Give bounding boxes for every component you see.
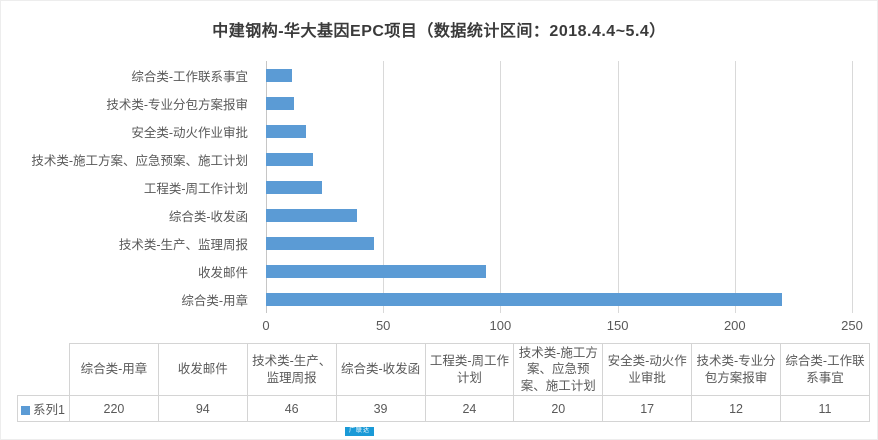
table-header-cell: 工程类-周工作计划	[424, 343, 515, 396]
table-header-cell: 技术类-生产、监理周报	[246, 343, 337, 396]
watermark-text: 广联达	[349, 428, 371, 434]
gridline	[734, 61, 736, 313]
bar-row	[266, 89, 852, 117]
watermark-badge: 广联达	[345, 427, 375, 436]
x-tick-label: 200	[723, 318, 746, 333]
table-value-cell: 11	[780, 395, 870, 422]
x-tick-label: 150	[606, 318, 629, 333]
chart-bar	[266, 236, 374, 250]
table-header-cell: 技术类-专业分包方案报审	[691, 343, 781, 396]
category-label: 综合类-用章	[181, 293, 248, 308]
bar-row	[266, 201, 852, 229]
chart-bar	[266, 68, 292, 82]
category-label: 技术类-专业分包方案报审	[106, 97, 248, 112]
table-header-cell: 技术类-施工方案、应急预案、施工计划	[513, 343, 604, 396]
gridline	[617, 61, 619, 313]
bar-row	[266, 145, 852, 173]
series-name: 系列1	[33, 403, 65, 417]
table-corner-cell	[18, 344, 70, 396]
table-data-row: 系列1 220 94 46 39 24 20 17 12 11	[17, 395, 870, 422]
table-header-cell: 综合类-收发函	[335, 343, 426, 396]
value-axis: 0 50 100 150 200 250	[262, 318, 862, 336]
x-tick-label: 0	[262, 318, 270, 333]
table-value-cell: 20	[513, 395, 604, 422]
table-header-cell: 综合类-工作联系事宜	[780, 343, 870, 396]
table-value-cell: 94	[157, 395, 248, 422]
chart-bar	[266, 292, 782, 306]
legend-cell: 系列1	[17, 395, 70, 422]
x-tick-label: 250	[841, 318, 863, 333]
chart-bar	[266, 264, 487, 278]
chart-bar	[266, 152, 313, 166]
table-value-cell: 46	[246, 395, 337, 422]
bar-row	[266, 173, 852, 201]
table-value-cell: 24	[424, 395, 515, 422]
category-label: 综合类-收发函	[168, 209, 248, 224]
bar-row	[266, 285, 852, 313]
table-header-row: 综合类-用章 收发邮件 技术类-生产、监理周报 综合类-收发函 工程类-周工作计划 技术类…	[18, 343, 870, 396]
gridline	[383, 61, 385, 313]
table-value-cell: 220	[69, 395, 159, 422]
table-header-cell: 收发邮件	[157, 343, 248, 396]
bar-rows	[266, 61, 852, 313]
bar-row	[266, 229, 852, 257]
bar-row	[266, 61, 852, 89]
legend-marker-icon	[21, 406, 30, 415]
bar-row	[266, 117, 852, 145]
gridline	[500, 61, 502, 313]
bar-row	[266, 257, 852, 285]
category-label: 技术类-施工方案、应急预案、施工计划	[31, 153, 248, 168]
category-label: 安全类-动火作业审批	[131, 125, 248, 140]
chart-bar	[266, 208, 358, 222]
chart-bar	[266, 96, 295, 110]
category-label: 工程类-周工作计划	[143, 181, 248, 196]
category-axis: 综合类-工作联系事宜技术类-专业分包方案报审安全类-动火作业审批技术类-施工方案…	[1, 61, 257, 313]
plot-area	[266, 61, 853, 313]
category-label: 收发邮件	[197, 265, 248, 280]
table-header-cell: 综合类-用章	[69, 343, 159, 396]
chart-title: 中建钢构-华大基因EPC项目（数据统计区间：2018.4.4~5.4）	[212, 23, 666, 40]
x-tick-label: 100	[489, 318, 512, 333]
table-value-cell: 39	[335, 395, 426, 422]
category-label: 综合类-工作联系事宜	[131, 69, 248, 84]
table-value-cell: 17	[602, 395, 693, 422]
chart-bar	[266, 124, 306, 138]
data-table: 综合类-用章 收发邮件 技术类-生产、监理周报 综合类-收发函 工程类-周工作计划 技术类…	[17, 343, 870, 422]
x-tick-label: 50	[375, 318, 391, 333]
table-header-cell: 安全类-动火作业审批	[602, 343, 693, 396]
chart-bar	[266, 180, 323, 194]
gridline	[852, 61, 853, 313]
table-value-cell: 12	[691, 395, 781, 422]
category-label: 技术类-生产、监理周报	[118, 237, 248, 252]
